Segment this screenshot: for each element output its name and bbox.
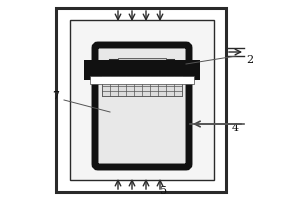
- Text: 7: 7: [52, 91, 59, 101]
- Bar: [118, 58, 166, 62]
- FancyBboxPatch shape: [95, 45, 189, 167]
- Bar: [102, 76, 182, 96]
- Text: 4: 4: [232, 123, 239, 133]
- Bar: [90, 76, 194, 84]
- Text: 5: 5: [160, 186, 168, 196]
- Bar: [84, 60, 200, 80]
- Bar: [56, 8, 226, 192]
- Text: 2: 2: [246, 55, 253, 65]
- Bar: [70, 20, 214, 180]
